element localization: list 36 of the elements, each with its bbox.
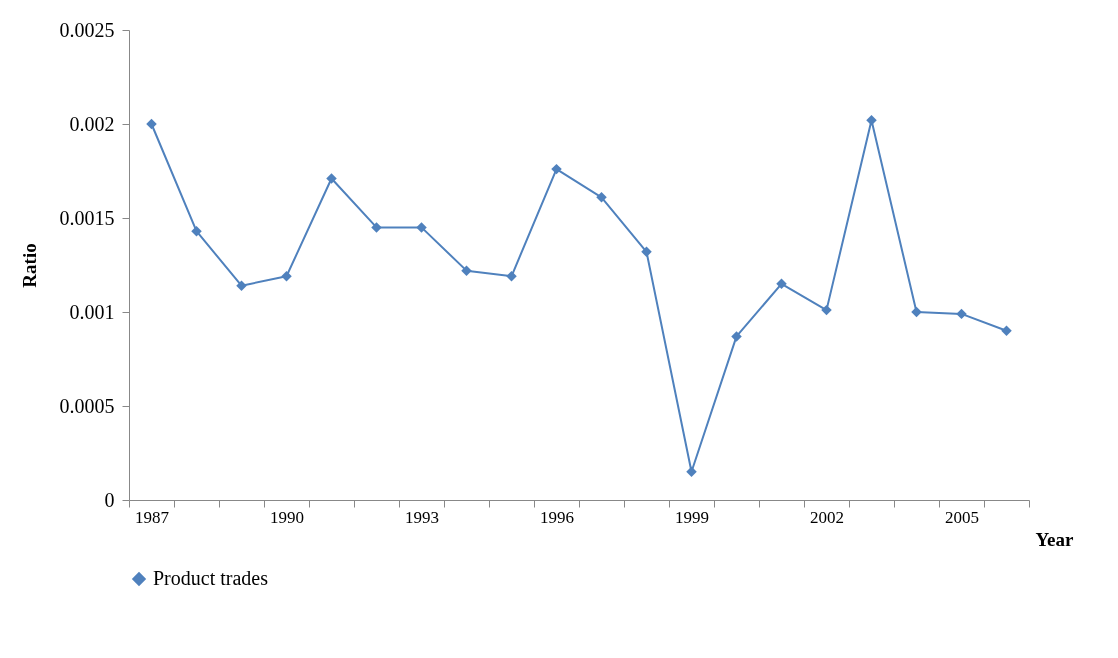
y-tick-label: 0.0025	[59, 18, 115, 41]
y-tick-label: 0.001	[69, 300, 115, 323]
point	[371, 222, 382, 233]
point	[326, 173, 337, 184]
x-tick-label: 1990	[270, 507, 304, 527]
point	[641, 246, 652, 258]
y-tick-label: 0.002	[69, 112, 115, 135]
x-tick-label: 1999	[675, 507, 709, 527]
point	[776, 278, 787, 290]
point	[866, 115, 877, 126]
point	[731, 331, 742, 342]
point	[1001, 325, 1012, 337]
point	[821, 304, 832, 316]
y-tick-label: 0	[104, 488, 115, 511]
x-axis-title: Year	[1035, 528, 1075, 550]
x-tick-label: 2002	[810, 507, 844, 527]
point	[911, 306, 922, 318]
x-tick-label: 1996	[540, 507, 574, 527]
point	[281, 271, 292, 282]
y-tick-label: 0.0015	[59, 206, 115, 229]
point	[146, 118, 157, 130]
point	[416, 222, 427, 233]
point	[956, 308, 967, 320]
x-tick-label: 2005	[945, 507, 979, 527]
point	[191, 225, 202, 237]
x-tick-label: 1993	[405, 507, 439, 527]
x-tick-label: 1987	[135, 507, 170, 527]
point	[461, 265, 472, 276]
point	[551, 163, 562, 175]
legend-label: Product trades	[153, 567, 269, 589]
point	[596, 192, 607, 203]
point	[506, 271, 517, 282]
point	[236, 280, 247, 291]
point	[686, 466, 697, 478]
y-axis-title: Ratio	[18, 243, 40, 288]
y-tick-label: 0.0005	[59, 394, 115, 417]
